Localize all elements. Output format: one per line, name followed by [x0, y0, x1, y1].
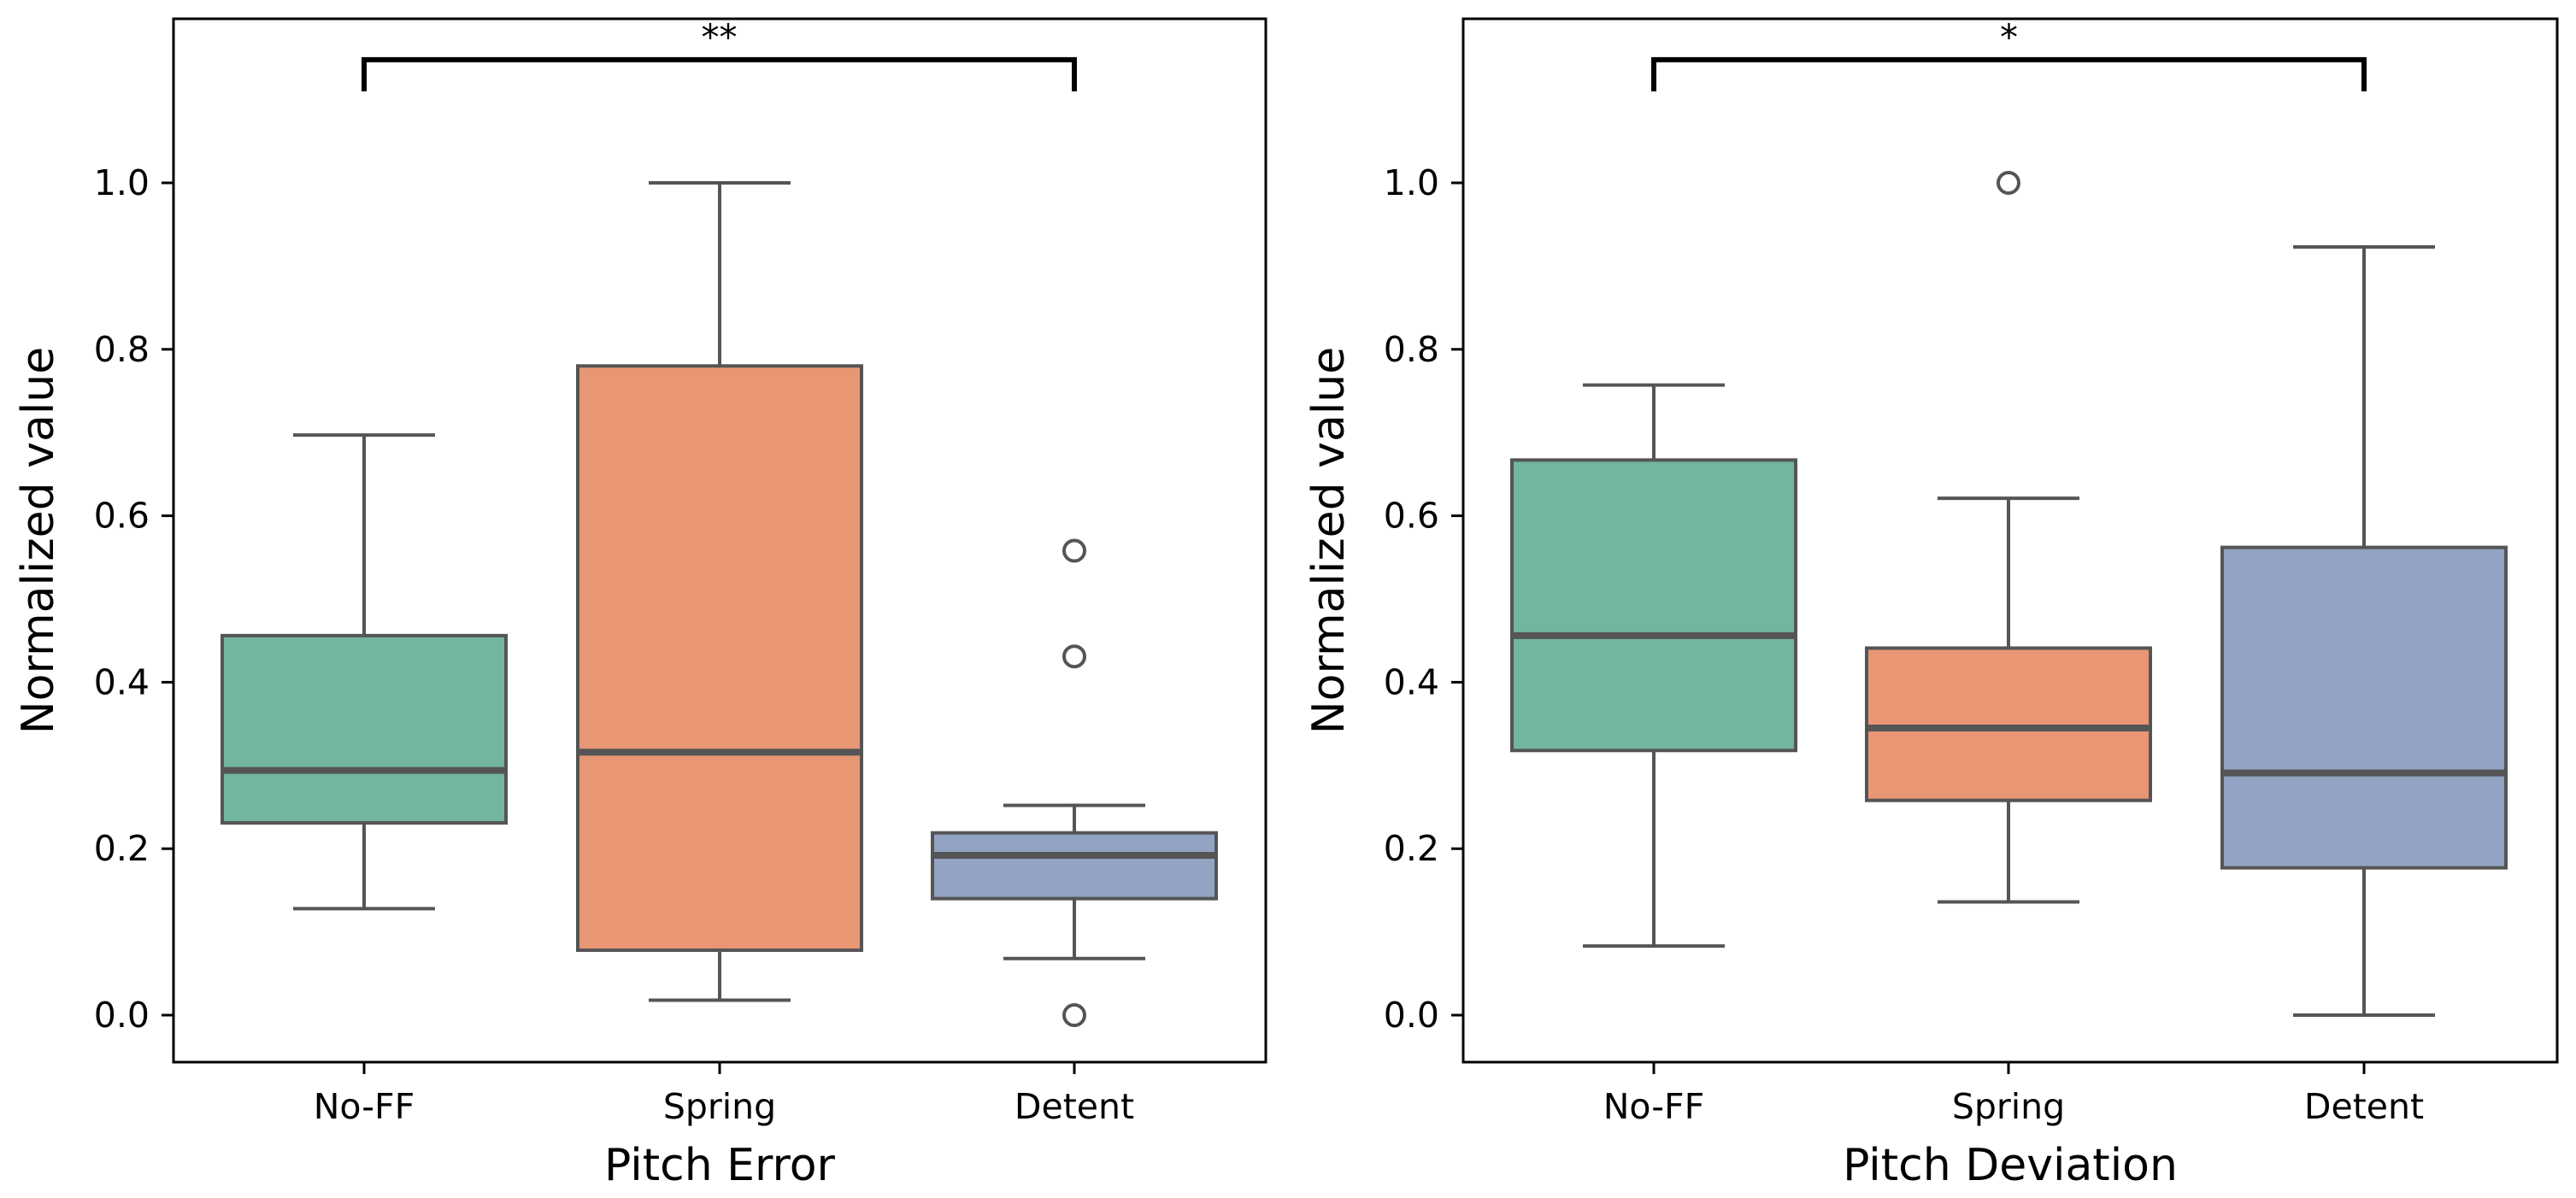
pitch-deviation-ytick-label: 0.6: [1384, 496, 1439, 537]
pitch-deviation-plot-frame: [1461, 17, 2559, 1064]
iqr-box: [1510, 458, 1797, 753]
pitch-error-significance-bracket: [362, 56, 1077, 91]
pitch-deviation-xtick-label-detent: Detent: [2304, 1086, 2424, 1127]
iqr-box: [1865, 646, 2152, 802]
pitch-deviation-ytick-label: 0.8: [1384, 329, 1439, 370]
pitch-deviation-ytick-label: 0.2: [1384, 828, 1439, 869]
pitch-deviation-y-axis-label: Normalized value: [1303, 347, 1355, 734]
pitch-error-ytick-label: 0.2: [94, 828, 150, 869]
iqr-box: [576, 364, 863, 953]
pitch-error-box-spring: [576, 181, 863, 1002]
outlier-point: [1062, 1003, 1086, 1027]
iqr-box: [2220, 545, 2508, 870]
outlier-point: [1062, 538, 1086, 563]
pitch-deviation-panel: 0.0 0.2 0.4 0.6 0.8 1.0 No-FF Spring Detent Pitch…: [1303, 16, 2559, 1191]
pitch-error-significance-label: **: [702, 16, 738, 58]
pitch-error-xtick-label-no-ff: No-FF: [314, 1086, 415, 1127]
iqr-box: [221, 633, 508, 825]
pitch-error-ytick-label: 1.0: [94, 162, 150, 203]
pitch-deviation-significance-bracket: [1651, 56, 2367, 91]
pitch-error-xtick-label-spring: Spring: [663, 1086, 776, 1127]
pitch-error-ytick-label: 0.6: [94, 496, 150, 537]
pitch-error-box-no-ff: [221, 433, 508, 911]
pitch-deviation-ytick-label: 0.0: [1384, 995, 1439, 1036]
pitch-deviation-ytick-label: 1.0: [1384, 162, 1439, 203]
pitch-error-ytick-label: 0.0: [94, 995, 150, 1036]
pitch-deviation-xtick-label-no-ff: No-FF: [1603, 1086, 1704, 1127]
pitch-deviation-ytick-label: 0.4: [1384, 661, 1439, 702]
pitch-error-x-axis-label: Pitch Error: [604, 1140, 835, 1191]
pitch-error-ytick-label: 0.4: [94, 661, 150, 702]
pitch-deviation-xtick-label-spring: Spring: [1952, 1086, 2065, 1127]
outlier-point: [1062, 644, 1086, 669]
pitch-deviation-box-no-ff: [1510, 383, 1797, 948]
pitch-deviation-box-spring: [1865, 171, 2152, 904]
pitch-deviation-x-axis-label: Pitch Deviation: [1843, 1140, 2178, 1191]
pitch-deviation-box-detent: [2220, 244, 2508, 1017]
outlier-point: [1997, 171, 2020, 195]
pitch-error-panel: 0.0 0.2 0.4 0.6 0.8 1.0 No-FF Spring Detent Pitch…: [13, 16, 1267, 1191]
iqr-box: [931, 831, 1218, 901]
pitch-error-box-detent: [931, 538, 1218, 1027]
pitch-error-y-axis-label: Normalized value: [13, 347, 64, 734]
pitch-error-xtick-label-detent: Detent: [1015, 1086, 1134, 1127]
pitch-deviation-significance-label: *: [2000, 16, 2018, 58]
pitch-error-ytick-label: 0.8: [94, 329, 150, 370]
